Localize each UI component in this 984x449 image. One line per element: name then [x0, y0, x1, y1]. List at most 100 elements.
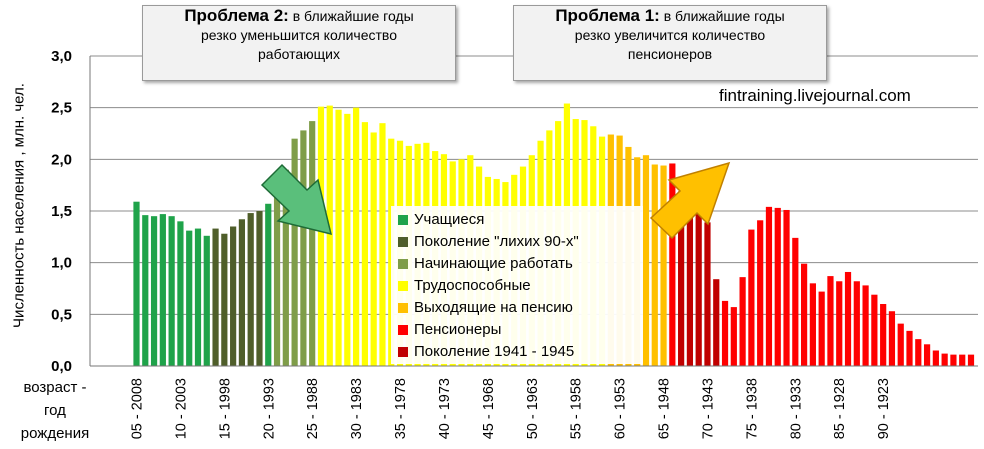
legend-label: Пенсионеры [414, 321, 502, 338]
bar [177, 221, 184, 366]
bar [774, 207, 781, 366]
bar [704, 222, 711, 366]
bar [906, 330, 913, 366]
bar [168, 216, 175, 366]
axes: 0,0 0,5 1,0 1,5 2,0 2,5 3,0 05 - 2008 10 - 2003 1… [51, 48, 978, 439]
problem-2-callout: Проблема 2: в ближайшие годы резко умень… [142, 5, 456, 81]
arrows [260, 161, 731, 240]
bar [256, 211, 263, 366]
bar [967, 354, 975, 366]
y-tick-label: 2,0 [51, 151, 72, 168]
bar [379, 123, 386, 366]
legend-swatch [398, 237, 408, 247]
problem-2-line1: в ближайшие годы [288, 8, 414, 24]
bar [361, 122, 368, 366]
legend-item: Поколение "лихих 90-х" [398, 231, 579, 253]
bar [748, 229, 755, 366]
bar [642, 155, 650, 366]
bar [809, 283, 816, 366]
bar [159, 214, 166, 366]
bar [765, 206, 773, 366]
bar [739, 277, 746, 366]
legend-item: Выходящие на пенсию [398, 297, 573, 319]
bar [721, 300, 729, 366]
bar [265, 203, 272, 366]
legend-swatch [398, 303, 408, 313]
x-tick-label: 30 - 1983 [349, 378, 365, 439]
bar [370, 132, 377, 366]
bar [686, 200, 694, 366]
y-tick-label: 3,0 [51, 48, 72, 65]
problem-1-line3: пенсионеров [627, 46, 713, 62]
bar [844, 271, 852, 366]
bar [713, 279, 720, 366]
x-tick-label: 60 - 1953 [613, 378, 629, 439]
x-tick-label: 75 - 1938 [744, 378, 760, 439]
bar [651, 164, 658, 366]
x-tick-label: 10 - 2003 [173, 378, 189, 439]
y-tick-label: 0,0 [51, 358, 72, 375]
bar [880, 304, 887, 366]
problem-1-line1: в ближайшие годы [659, 8, 785, 24]
bar [923, 344, 931, 366]
arrow-up-right-icon [649, 161, 731, 240]
problem-2-line3: работающих [258, 46, 340, 62]
bar [150, 216, 158, 366]
x-tick-label: 45 - 1968 [481, 378, 497, 439]
legend-swatch [398, 347, 408, 357]
bar [221, 233, 228, 366]
y-tick-label: 1,5 [51, 203, 72, 220]
bar [669, 163, 676, 366]
problem-2-line2: резко уменьшится количество [200, 27, 397, 43]
legend-label: Трудоспособные [414, 277, 531, 294]
bar [194, 228, 202, 366]
legend-label: Поколение 1941 - 1945 [414, 343, 575, 360]
problem-2-title: Проблема 2: [184, 6, 289, 25]
problem-1-title: Проблема 1: [555, 6, 660, 25]
bar [792, 237, 799, 366]
bar [678, 191, 685, 366]
legend-swatch [398, 281, 408, 291]
bar [827, 276, 834, 366]
bar [353, 107, 360, 367]
bar [317, 106, 325, 366]
bar [853, 281, 860, 366]
legend: Учащиеся Поколение "лихих 90-х" Начинающие… [391, 206, 643, 364]
problem-1-line2: резко увеличится количество [574, 27, 766, 43]
y-axis-label: Численность населения , млн. чел. [10, 83, 28, 328]
bar [801, 263, 808, 366]
bar [783, 209, 790, 366]
legend-item: Начинающие работать [398, 253, 573, 275]
x-tick-label: 05 - 2008 [130, 378, 146, 439]
bar [344, 113, 351, 367]
legend-label: Учащиеся [414, 211, 485, 228]
bar [757, 220, 764, 366]
bar [335, 109, 342, 366]
bar [730, 307, 737, 366]
x-tick-label: 25 - 1988 [305, 378, 321, 439]
legend-label: Выходящие на пенсию [414, 299, 573, 316]
bar [247, 213, 254, 366]
y-tick-label: 2,5 [51, 100, 72, 117]
x-tick-label: 55 - 1958 [569, 378, 585, 439]
bar [282, 169, 289, 366]
legend-swatch [398, 259, 408, 269]
legend-item: Учащиеся [398, 209, 484, 231]
bar [862, 285, 869, 366]
x-tick-label: 20 - 1993 [261, 378, 277, 439]
bar [695, 211, 702, 366]
watermark: fintraining.livejournal.com [719, 86, 911, 105]
x-tick-label: 50 - 1963 [525, 378, 541, 439]
x-tick-label: 90 - 1923 [876, 378, 892, 439]
x-tick-label: 15 - 1998 [217, 378, 233, 439]
y-tick-label: 0,5 [51, 306, 72, 323]
x-tick-label: 40 - 1973 [437, 378, 453, 439]
bar [300, 130, 307, 366]
x-tick-label: 85 - 1928 [832, 378, 848, 439]
bar [326, 105, 333, 366]
bar [941, 353, 948, 366]
legend-item: Пенсионеры [398, 319, 501, 341]
bar [230, 226, 237, 366]
legend-swatch [398, 325, 408, 335]
x-tick-label: 70 - 1943 [701, 378, 717, 439]
